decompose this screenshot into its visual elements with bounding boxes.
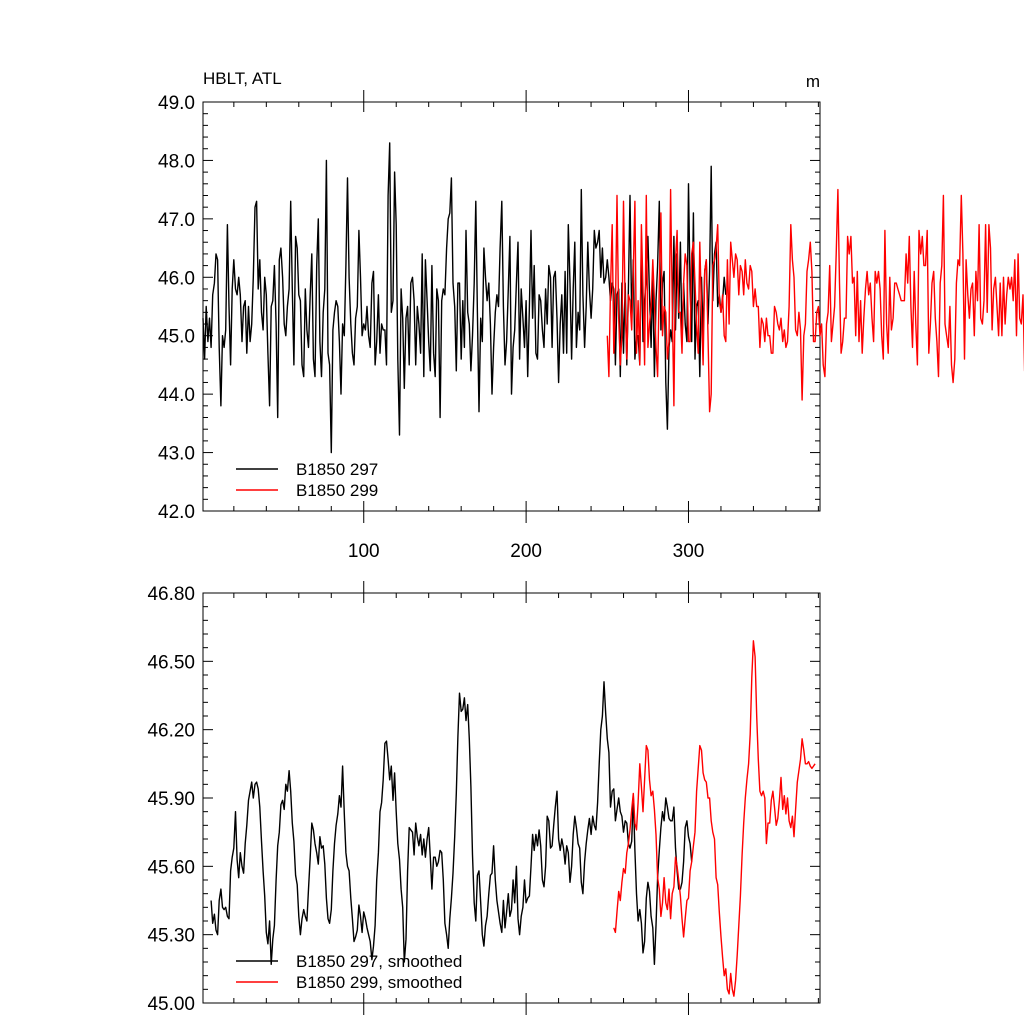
legend-label-2: B1850 299 [296,481,378,500]
legend-bottom: B1850 297, smoothed B1850 299, smoothed [236,952,462,992]
legend-label-1: B1850 297, smoothed [296,952,462,971]
y-tick-label: 42.0 [158,502,195,523]
y-tick-label: 49.0 [158,93,195,114]
y-tick-label: 45.90 [147,789,195,810]
chart-title: HBLT, ATL [203,69,282,88]
legend-label-1: B1850 297 [296,460,378,479]
y-tick-label: 48.0 [158,151,195,172]
y-tick-label: 46.80 [147,584,195,605]
legend-top: B1850 297 B1850 299 [236,460,378,500]
panel-top: HBLT, ATL m 42.0 43.0 44.0 45.0 46.0 47.0 48.0… [158,69,1024,562]
y-tick-label: 46.0 [158,268,195,289]
y-tick-label: 45.0 [158,327,195,348]
ticks-top: 42.0 43.0 44.0 45.0 46.0 47.0 48.0 49.0 100 200 30… [158,90,820,562]
plot-frame-top [202,101,821,512]
y-tick-label: 45.60 [147,857,195,878]
x-tick-label: 200 [510,541,542,562]
ticks-bottom: 45.00 45.30 45.60 45.90 46.20 46.50 46.80 [147,581,820,1015]
y-tick-label: 44.0 [158,385,195,406]
y-tick-label: 47.0 [158,210,195,231]
y-tick-label: 43.0 [158,444,195,465]
units-label: m [806,72,820,91]
x-tick-label: 300 [673,541,705,562]
y-tick-label: 45.00 [147,994,195,1015]
series-line-2 [606,188,1024,413]
lines-top [202,142,1024,454]
x-tick-label: 100 [348,541,380,562]
y-tick-label: 46.50 [147,652,195,673]
legend-label-2: B1850 299, smoothed [296,973,462,992]
y-tick-label: 45.30 [147,926,195,947]
lines-bottom [210,640,816,997]
series-line-1 [210,681,693,965]
y-tick-label: 46.20 [147,721,195,742]
series-line-2 [613,640,816,997]
plot-frame-bottom [202,592,821,1004]
panel-bottom: 45.00 45.30 45.60 45.90 46.20 46.50 46.80 B185… [147,581,821,1015]
